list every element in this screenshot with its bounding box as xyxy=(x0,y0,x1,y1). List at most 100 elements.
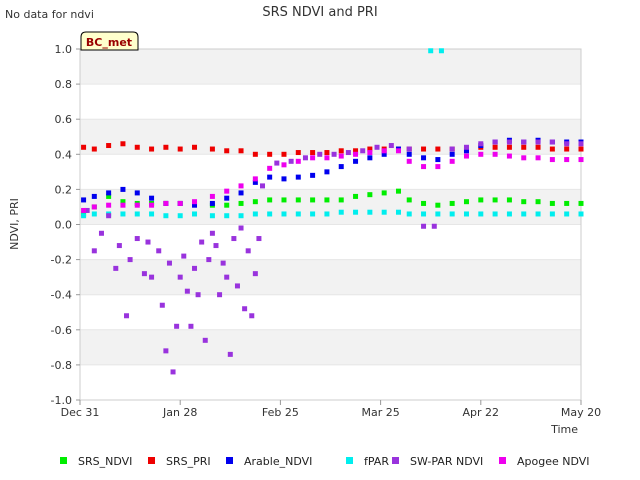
data-point xyxy=(506,211,512,217)
grid-band xyxy=(80,119,581,155)
data-point xyxy=(120,211,126,217)
x-tick-label: Mar 25 xyxy=(361,406,399,419)
data-point xyxy=(177,213,183,219)
data-point xyxy=(281,151,287,157)
data-point xyxy=(406,211,412,217)
data-point xyxy=(252,179,258,185)
data-point xyxy=(367,146,373,152)
data-point xyxy=(134,211,140,217)
data-point xyxy=(141,271,147,277)
data-point xyxy=(324,169,330,175)
y-tick-label: -1.0 xyxy=(51,394,72,407)
data-point xyxy=(224,274,230,280)
grid-band xyxy=(80,259,581,295)
data-point xyxy=(81,213,87,219)
data-point xyxy=(406,151,412,157)
data-point xyxy=(120,202,126,208)
data-point xyxy=(360,148,366,154)
legend-swatch xyxy=(392,457,399,464)
data-point xyxy=(435,211,441,217)
data-point xyxy=(564,157,570,163)
y-tick-label: 0.4 xyxy=(55,148,73,161)
data-point xyxy=(281,197,287,203)
data-point xyxy=(549,157,555,163)
data-point xyxy=(149,202,155,208)
site-badge-box xyxy=(80,31,139,51)
data-point xyxy=(478,211,484,217)
data-point xyxy=(395,188,401,194)
data-point xyxy=(281,162,287,168)
data-point xyxy=(449,211,455,217)
data-point xyxy=(98,230,104,236)
y-tick-label: 0.0 xyxy=(55,219,73,232)
data-point xyxy=(310,211,316,217)
data-point xyxy=(252,211,258,217)
data-point xyxy=(134,190,140,196)
data-point xyxy=(353,158,359,164)
data-point xyxy=(506,153,512,159)
no-data-note: No data for ndvi xyxy=(5,8,94,21)
data-point xyxy=(177,146,183,152)
legend-label: SRS_NDVI xyxy=(78,455,132,468)
data-point xyxy=(463,144,469,150)
data-point xyxy=(506,144,512,150)
data-point xyxy=(310,197,316,203)
grid-band xyxy=(80,189,581,225)
data-point xyxy=(177,200,183,206)
data-point xyxy=(449,158,455,164)
data-point xyxy=(106,213,112,219)
legend-swatch xyxy=(226,457,233,464)
data-point xyxy=(238,148,244,154)
data-point xyxy=(120,141,126,147)
legend-swatch xyxy=(346,457,353,464)
data-point xyxy=(295,174,301,180)
data-point xyxy=(174,323,180,329)
data-point xyxy=(428,48,434,54)
data-point xyxy=(91,146,97,152)
x-axis: Dec 31 Jan 28 Feb 25 Mar 25 Apr 22 May 20 xyxy=(61,400,601,419)
data-point xyxy=(245,248,251,254)
data-point xyxy=(209,193,215,199)
data-point xyxy=(492,151,498,157)
data-point xyxy=(353,148,359,154)
data-point xyxy=(324,211,330,217)
data-point xyxy=(421,164,427,170)
data-point xyxy=(535,199,541,205)
data-point xyxy=(324,197,330,203)
data-point xyxy=(106,193,112,199)
legend: SRS_NDVI SRS_PRI Arable_NDVI fPAR SW-PAR NDV… xyxy=(60,455,590,468)
legend-swatch xyxy=(148,457,155,464)
data-point xyxy=(192,202,198,208)
data-point xyxy=(113,265,119,271)
data-point xyxy=(338,148,344,154)
series-sw-par-ndvi xyxy=(84,139,584,375)
site-badge-label: BC_met xyxy=(86,36,132,49)
data-point xyxy=(209,146,215,152)
data-point xyxy=(238,183,244,189)
x-tick-label: Dec 31 xyxy=(61,406,100,419)
data-point xyxy=(549,146,555,152)
legend-swatch xyxy=(60,457,67,464)
grid-band xyxy=(80,49,581,85)
data-point xyxy=(124,313,130,319)
data-point xyxy=(431,223,437,229)
data-point xyxy=(331,151,337,157)
data-point xyxy=(256,236,262,242)
y-tick-label: -0.2 xyxy=(51,254,72,267)
data-point xyxy=(206,257,212,263)
y-axis-label: NDVI, PRI xyxy=(8,198,21,250)
data-point xyxy=(549,200,555,206)
data-point xyxy=(421,223,427,229)
data-point xyxy=(224,148,230,154)
data-point xyxy=(549,139,555,145)
data-point xyxy=(238,225,244,231)
data-point xyxy=(84,207,90,213)
data-point xyxy=(463,148,469,154)
data-point xyxy=(535,155,541,161)
data-point xyxy=(227,351,233,357)
data-point xyxy=(535,211,541,217)
data-point xyxy=(367,155,373,161)
data-point xyxy=(159,302,165,308)
data-point xyxy=(156,248,162,254)
